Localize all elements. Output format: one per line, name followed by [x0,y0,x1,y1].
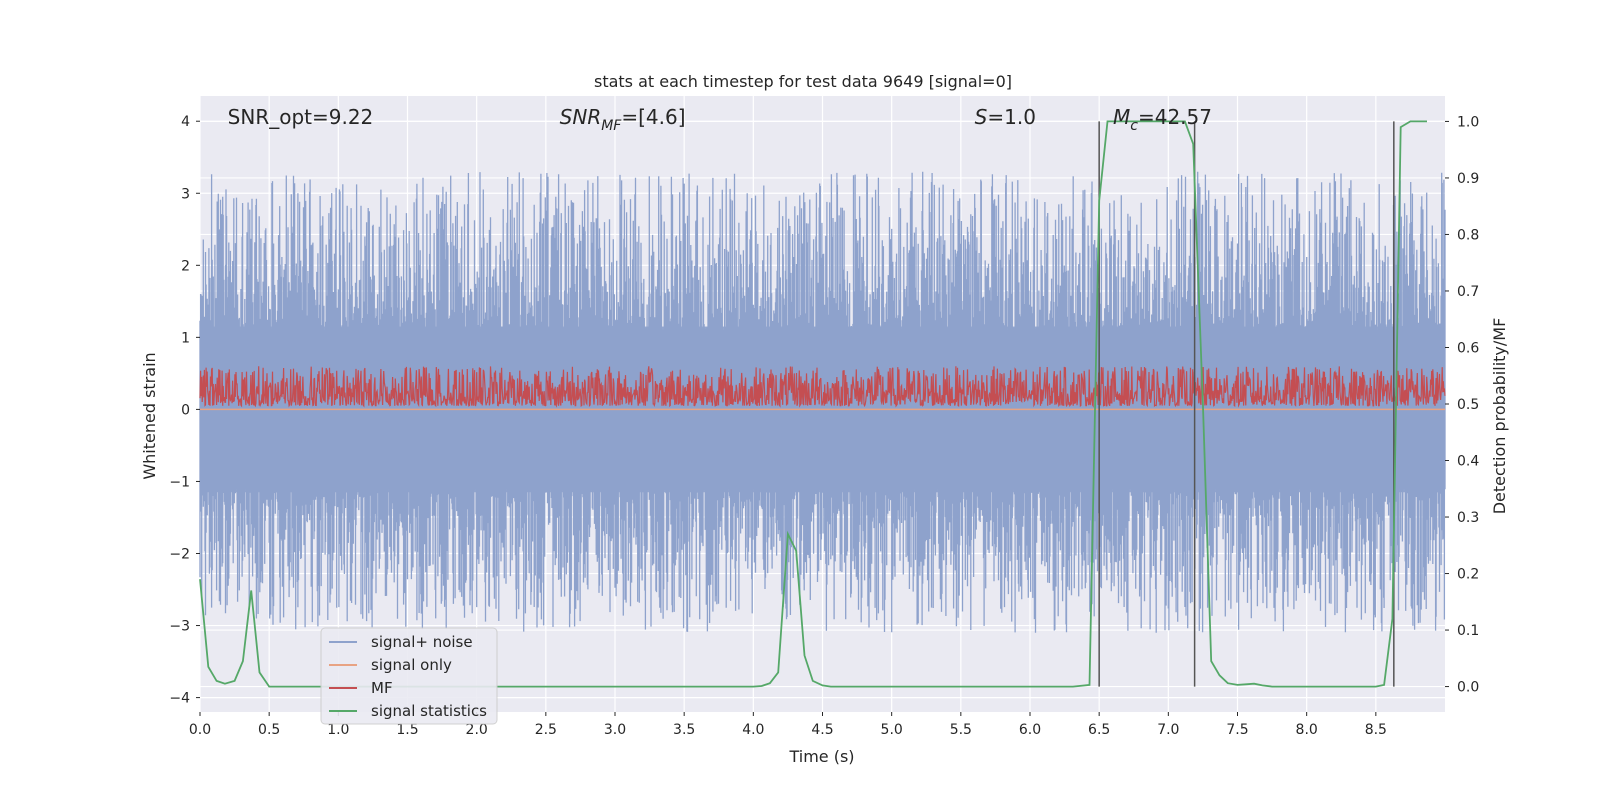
y-tick-label: 2 [181,258,190,274]
x-tick-label: 4.0 [742,722,764,738]
y-axis-ticks: −4 −3 −2 −1 0 1 2 3 4 [169,114,200,707]
x-tick-label: 3.0 [604,722,626,738]
chart-title: stats at each timestep for test data 964… [594,72,1012,91]
y-tick-label: 0 [181,402,190,418]
annotation-1: SNRMF=[4.6] [560,105,686,134]
signal-statistics-line [199,120,1427,688]
x-tick-label: 0.5 [258,722,280,738]
y-tick-label: 1 [181,330,190,346]
annotation-2: S=1.0 [975,105,1036,129]
x-tick-label: 6.5 [1088,722,1110,738]
annotation-3: Mc=42.57 [1113,105,1212,134]
y-tick-label: −4 [169,691,190,707]
x-tick-label: 8.5 [1365,722,1387,738]
x-tick-label: 7.5 [1226,722,1248,738]
mf-series [199,366,1446,408]
legend-label: MF [371,679,393,697]
legend-label: signal+ noise [371,633,473,651]
legend: signal+ noise signal only MF signal statist… [320,627,498,725]
x-tick-label: 4.5 [811,722,833,738]
y2-tick-label: 1.0 [1457,114,1479,130]
x-tick-label: 2.5 [535,722,557,738]
y2-tick-label: 0.2 [1457,567,1479,583]
x-tick-label: 5.5 [950,722,972,738]
y-tick-label: −2 [169,546,190,562]
y-axis-label: Whitened strain [140,352,159,479]
y-tick-label: 4 [181,114,190,130]
legend-box [320,627,498,725]
y2-axis-ticks: 0.0 0.1 0.2 0.3 0.4 0.5 0.6 0.7 0.8 0.9 1.0 [1445,114,1479,696]
y2-tick-label: 0.0 [1457,680,1479,696]
y2-tick-label: 0.9 [1457,171,1479,187]
y2-axis-label: Detection probability/MF [1490,318,1509,515]
x-axis-ticks: 0.0 0.5 1.0 1.5 2.0 2.5 3.0 3.5 4.0 4.5 5.0 5.5 6.0 6… [189,712,1387,738]
x-tick-label: 1.0 [327,722,349,738]
signal-statistics-series [199,120,1427,688]
x-tick-label: 1.5 [396,722,418,738]
y-tick-label: −3 [169,619,190,635]
legend-label: signal only [371,656,452,674]
x-tick-label: 7.0 [1157,722,1179,738]
x-tick-label: 5.0 [881,722,903,738]
x-tick-label: 0.0 [189,722,211,738]
x-tick-label: 6.0 [1019,722,1041,738]
x-tick-label: 8.0 [1296,722,1318,738]
y2-tick-label: 0.6 [1457,340,1479,356]
x-axis-label: Time (s) [788,747,854,766]
y2-tick-label: 0.1 [1457,623,1479,639]
legend-label: signal statistics [371,702,487,720]
x-tick-label: 3.5 [673,722,695,738]
y2-tick-label: 0.7 [1457,284,1479,300]
mf-line [199,366,1446,408]
annotations: SNR_opt=9.22 SNRMF=[4.6] S=1.0 Mc=42.57 [228,105,1212,134]
x-tick-label: 2.0 [466,722,488,738]
y2-tick-label: 0.3 [1457,510,1479,526]
y-tick-label: 3 [181,186,190,202]
y2-tick-label: 0.8 [1457,227,1479,243]
y-tick-label: −1 [169,474,190,490]
y2-tick-label: 0.4 [1457,454,1479,470]
annotation-0: SNR_opt=9.22 [228,105,374,129]
y2-tick-label: 0.5 [1457,397,1479,413]
